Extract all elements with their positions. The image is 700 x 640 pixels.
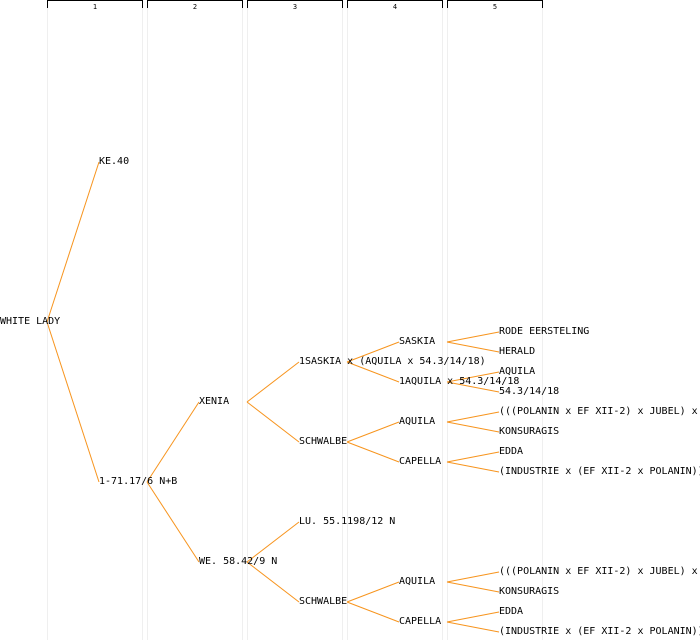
connector-line — [46, 321, 100, 483]
connector-line — [446, 581, 500, 593]
connector-line — [146, 401, 200, 483]
ancestor-name[interactable]: (INDUSTRIE x (EF XII-2 x POLANIN)) — [499, 466, 700, 477]
generation-column-2 — [147, 0, 243, 640]
connector-line — [446, 571, 500, 583]
generation-number: 4 — [392, 3, 398, 11]
ancestor-name[interactable]: 54.3/14/18 — [499, 386, 560, 397]
ancestor-name[interactable]: (((POLANIN x EF XII-2) x JUBEL) x — [499, 566, 698, 577]
ancestor-name[interactable]: CAPELLA — [399, 456, 442, 467]
ancestor-name[interactable]: SASKIA — [399, 336, 436, 347]
ancestor-name[interactable]: KONSURAGIS — [499, 426, 560, 437]
connector-line — [446, 611, 500, 623]
connector-line — [446, 451, 500, 463]
ancestor-name[interactable]: XENIA — [199, 396, 230, 407]
ancestor-name[interactable]: 1SASKIA x (AQUILA x 54.3/14/18) — [299, 356, 486, 367]
connector-line — [446, 341, 500, 353]
ancestor-name[interactable]: RODE EERSTELING — [499, 326, 590, 337]
ancestor-name[interactable]: HERALD — [499, 346, 536, 357]
ancestor-name[interactable]: CAPELLA — [399, 616, 442, 627]
generation-header-3: 3 — [247, 0, 343, 11]
generation-column-3 — [247, 0, 343, 640]
ancestor-name[interactable]: AQUILA — [399, 416, 436, 427]
generation-column-5 — [447, 0, 543, 640]
generation-column-4 — [347, 0, 443, 640]
ancestor-name[interactable]: EDDA — [499, 606, 524, 617]
generation-header-2: 2 — [147, 0, 243, 11]
connector-line — [346, 421, 400, 443]
connector-line — [346, 341, 400, 363]
connector-line — [446, 371, 500, 383]
connector-line — [346, 361, 400, 383]
connector-line — [446, 461, 500, 473]
ancestor-name[interactable]: (((POLANIN x EF XII-2) x JUBEL) x — [499, 406, 698, 417]
ancestor-name[interactable]: LU. 55.1198/12 N — [299, 516, 396, 527]
subject-horse[interactable]: WHITE LADY — [0, 316, 61, 327]
connector-line — [446, 411, 500, 423]
ancestor-name[interactable]: SCHWALBE — [299, 596, 348, 607]
connector-line — [246, 401, 300, 443]
connector-line — [246, 521, 300, 563]
ancestor-name[interactable]: EDDA — [499, 446, 524, 457]
generation-number: 3 — [292, 3, 298, 11]
connector-line — [246, 361, 300, 403]
connector-line — [46, 161, 100, 323]
connector-line — [446, 421, 500, 433]
generation-header-1: 1 — [47, 0, 143, 11]
generation-number: 2 — [192, 3, 198, 11]
ancestor-name[interactable]: WE. 58.42/9 N — [199, 556, 278, 567]
connector-line — [146, 481, 200, 563]
generation-number: 5 — [492, 3, 498, 11]
ancestor-name[interactable]: AQUILA — [399, 576, 436, 587]
connector-line — [346, 441, 400, 463]
generation-number: 1 — [92, 3, 98, 11]
ancestor-name[interactable]: (INDUSTRIE x (EF XII-2 x POLANIN)) — [499, 626, 700, 637]
connector-line — [446, 331, 500, 343]
ancestor-name[interactable]: 1AQUILA x 54.3/14/18 — [399, 376, 520, 387]
connector-line — [446, 381, 500, 393]
sire[interactable]: KE.40 — [99, 156, 130, 167]
connector-line — [446, 621, 500, 633]
ancestor-name[interactable]: AQUILA — [499, 366, 536, 377]
dam[interactable]: 1-71.17/6 N+B — [99, 476, 178, 487]
ancestor-name[interactable]: KONSURAGIS — [499, 586, 560, 597]
connector-line — [346, 581, 400, 603]
connector-line — [346, 601, 400, 623]
generation-header-5: 5 — [447, 0, 543, 11]
ancestor-name[interactable]: SCHWALBE — [299, 436, 348, 447]
generation-header-4: 4 — [347, 0, 443, 11]
connector-line — [246, 561, 300, 603]
